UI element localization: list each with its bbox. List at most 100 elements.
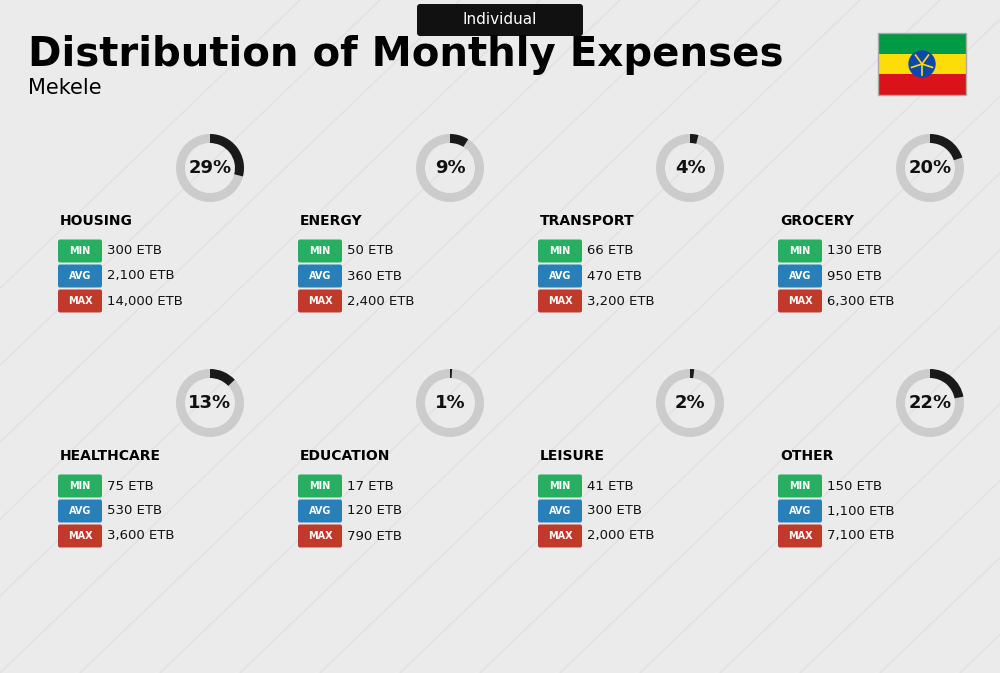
Wedge shape (930, 369, 963, 398)
Text: Distribution of Monthly Expenses: Distribution of Monthly Expenses (28, 35, 784, 75)
Wedge shape (210, 134, 244, 176)
Text: MIN: MIN (789, 246, 811, 256)
FancyBboxPatch shape (298, 240, 342, 262)
FancyBboxPatch shape (538, 240, 582, 262)
Text: MIN: MIN (789, 481, 811, 491)
Text: 17 ETB: 17 ETB (347, 479, 394, 493)
Text: 41 ETB: 41 ETB (587, 479, 634, 493)
Text: 120 ETB: 120 ETB (347, 505, 402, 518)
Text: 300 ETB: 300 ETB (587, 505, 642, 518)
Text: 1%: 1% (435, 394, 465, 412)
Text: 300 ETB: 300 ETB (107, 244, 162, 258)
Text: MIN: MIN (69, 246, 91, 256)
Wedge shape (896, 134, 964, 202)
FancyBboxPatch shape (778, 264, 822, 287)
Text: MAX: MAX (308, 296, 332, 306)
Wedge shape (416, 134, 484, 202)
Text: MAX: MAX (548, 531, 572, 541)
Text: 14,000 ETB: 14,000 ETB (107, 295, 183, 308)
Wedge shape (690, 134, 698, 144)
Text: 4%: 4% (675, 159, 705, 177)
FancyBboxPatch shape (58, 264, 102, 287)
FancyBboxPatch shape (538, 499, 582, 522)
Text: Individual: Individual (463, 13, 537, 28)
FancyBboxPatch shape (538, 264, 582, 287)
FancyBboxPatch shape (538, 289, 582, 312)
FancyBboxPatch shape (778, 524, 822, 548)
FancyBboxPatch shape (878, 54, 966, 74)
FancyBboxPatch shape (778, 499, 822, 522)
FancyBboxPatch shape (298, 289, 342, 312)
Text: 2,400 ETB: 2,400 ETB (347, 295, 415, 308)
FancyBboxPatch shape (298, 499, 342, 522)
Text: 13%: 13% (188, 394, 232, 412)
Text: 50 ETB: 50 ETB (347, 244, 394, 258)
Text: 150 ETB: 150 ETB (827, 479, 882, 493)
Text: 7,100 ETB: 7,100 ETB (827, 530, 895, 542)
FancyBboxPatch shape (298, 524, 342, 548)
FancyBboxPatch shape (58, 524, 102, 548)
Text: AVG: AVG (69, 506, 91, 516)
Text: 790 ETB: 790 ETB (347, 530, 402, 542)
Wedge shape (690, 369, 694, 378)
Text: 2,000 ETB: 2,000 ETB (587, 530, 654, 542)
Text: AVG: AVG (309, 271, 331, 281)
Text: MAX: MAX (68, 531, 92, 541)
Text: MAX: MAX (68, 296, 92, 306)
Text: 470 ETB: 470 ETB (587, 269, 642, 283)
FancyBboxPatch shape (778, 289, 822, 312)
Wedge shape (176, 369, 244, 437)
FancyBboxPatch shape (58, 289, 102, 312)
Text: AVG: AVG (789, 271, 811, 281)
FancyBboxPatch shape (538, 524, 582, 548)
Text: 9%: 9% (435, 159, 465, 177)
Text: MAX: MAX (788, 531, 812, 541)
Text: MAX: MAX (548, 296, 572, 306)
Wedge shape (210, 369, 235, 386)
Text: Mekele: Mekele (28, 78, 102, 98)
Text: MIN: MIN (309, 246, 331, 256)
Text: AVG: AVG (549, 271, 571, 281)
FancyBboxPatch shape (58, 474, 102, 497)
Text: 66 ETB: 66 ETB (587, 244, 634, 258)
Text: 2%: 2% (675, 394, 705, 412)
Text: HOUSING: HOUSING (60, 214, 133, 228)
Text: 29%: 29% (188, 159, 232, 177)
Text: 75 ETB: 75 ETB (107, 479, 154, 493)
FancyBboxPatch shape (878, 74, 966, 95)
FancyBboxPatch shape (878, 33, 966, 54)
Text: MAX: MAX (788, 296, 812, 306)
Wedge shape (896, 369, 964, 437)
Text: AVG: AVG (549, 506, 571, 516)
Text: MIN: MIN (69, 481, 91, 491)
FancyBboxPatch shape (778, 240, 822, 262)
Text: MIN: MIN (549, 246, 571, 256)
Text: TRANSPORT: TRANSPORT (540, 214, 635, 228)
Text: AVG: AVG (69, 271, 91, 281)
Text: 950 ETB: 950 ETB (827, 269, 882, 283)
Text: ENERGY: ENERGY (300, 214, 363, 228)
Wedge shape (450, 134, 468, 147)
Text: MIN: MIN (549, 481, 571, 491)
FancyBboxPatch shape (538, 474, 582, 497)
FancyBboxPatch shape (58, 499, 102, 522)
Text: GROCERY: GROCERY (780, 214, 854, 228)
Text: AVG: AVG (309, 506, 331, 516)
Wedge shape (176, 134, 244, 202)
Wedge shape (656, 369, 724, 437)
Text: AVG: AVG (789, 506, 811, 516)
Text: 530 ETB: 530 ETB (107, 505, 162, 518)
Text: HEALTHCARE: HEALTHCARE (60, 449, 161, 463)
Text: 22%: 22% (908, 394, 952, 412)
FancyBboxPatch shape (298, 474, 342, 497)
Text: OTHER: OTHER (780, 449, 833, 463)
Text: 130 ETB: 130 ETB (827, 244, 882, 258)
Text: 6,300 ETB: 6,300 ETB (827, 295, 895, 308)
FancyBboxPatch shape (778, 474, 822, 497)
Text: 360 ETB: 360 ETB (347, 269, 402, 283)
Wedge shape (656, 134, 724, 202)
Wedge shape (930, 134, 962, 160)
FancyBboxPatch shape (298, 264, 342, 287)
Text: 20%: 20% (908, 159, 952, 177)
Text: 2,100 ETB: 2,100 ETB (107, 269, 175, 283)
